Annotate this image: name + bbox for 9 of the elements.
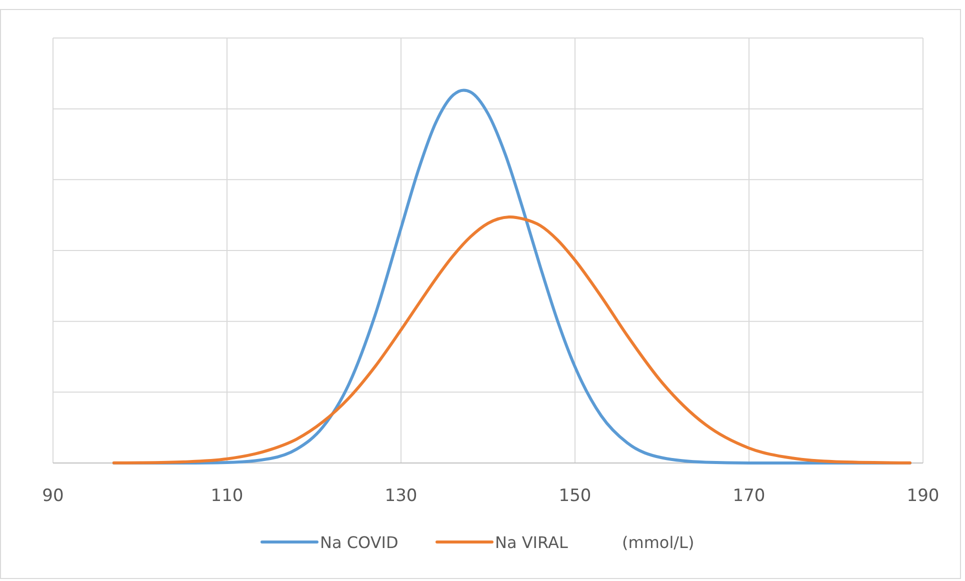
x-tick-label: 190 — [906, 486, 940, 506]
x-tick-label: 110 — [210, 486, 244, 506]
legend-label: Na COVID — [320, 533, 398, 552]
x-tick-label: 90 — [42, 486, 64, 506]
legend-label: Na VIRAL — [495, 533, 568, 552]
x-tick-label: 130 — [384, 486, 418, 506]
x-tick-label: 170 — [732, 486, 766, 506]
x-axis-title: (mmol/L) — [622, 533, 694, 552]
x-tick-label: 150 — [558, 486, 592, 506]
